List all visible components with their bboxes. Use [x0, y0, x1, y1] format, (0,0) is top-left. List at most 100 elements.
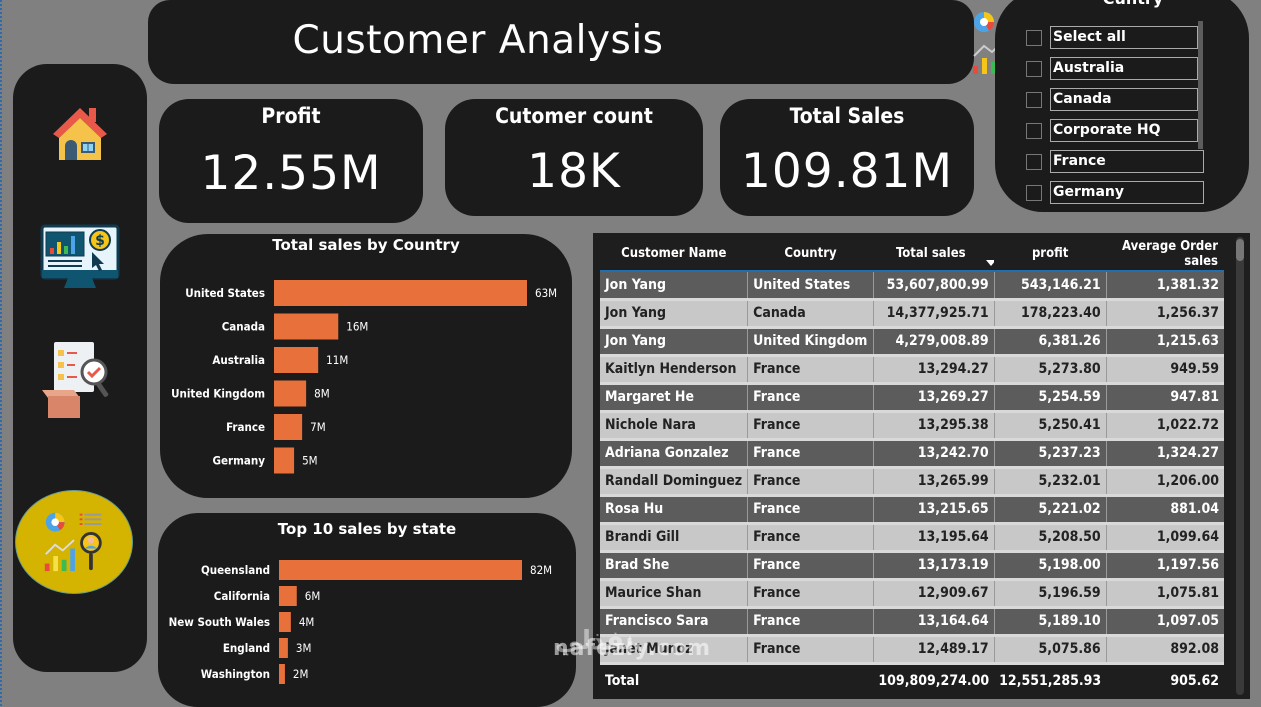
table-row[interactable]: Jon Yang Canada 14,377,925.71 178,223.40 1,2…: [600, 299, 1224, 329]
kpi-value: 109.81M: [740, 144, 953, 199]
data-label: 82M: [530, 563, 552, 577]
table-cell: Canada: [747, 299, 874, 329]
active-indicator: [15, 490, 133, 594]
table-cell: Jon Yang: [600, 327, 749, 357]
table-cell: France: [747, 411, 874, 441]
table-cell: 5,208.50: [994, 523, 1107, 553]
bar[interactable]: [279, 612, 291, 632]
bar[interactable]: [279, 664, 285, 684]
checkbox[interactable]: [1026, 122, 1042, 139]
table-cell: France: [747, 467, 874, 497]
watermark-text: nafezly.com: [553, 636, 712, 661]
table-row[interactable]: Janet Munoz France 12,489.17 5,075.86 892.08: [600, 635, 1224, 665]
table-cell: 13,215.65: [873, 495, 995, 525]
watermark-logo: نفذلي: [555, 626, 635, 656]
table-cell: 6,381.26: [994, 327, 1107, 357]
country-slicer: Cuntry Select all Australia Canada Corporat…: [995, 0, 1249, 212]
table-row[interactable]: Jon Yang United States 53,607,800.99 543,14…: [600, 271, 1224, 301]
checkbox[interactable]: [1026, 153, 1042, 170]
category-label: Queensland: [201, 563, 270, 577]
chart-title: Total sales by Country: [272, 236, 460, 254]
category-label: Canada: [222, 320, 265, 334]
title-card: Customer Analysis: [148, 0, 1034, 84]
slicer-option[interactable]: Germany: [1026, 181, 1204, 204]
table-row[interactable]: Brad She France 13,173.19 5,198.00 1,197.56: [600, 551, 1224, 581]
table-row[interactable]: Maurice Shan France 12,909.67 5,196.59 1,075…: [600, 579, 1224, 609]
table-cell: 543,146.21: [994, 271, 1107, 301]
bar[interactable]: [274, 380, 307, 407]
table-scrollbar[interactable]: [1236, 237, 1244, 695]
slicer-option[interactable]: Select all: [1026, 26, 1198, 49]
slicer-option-label: Corporate HQ: [1050, 119, 1198, 142]
column-header-total-sales[interactable]: Total sales: [873, 237, 997, 272]
data-table: Customer Name Country Total sales profit…: [600, 237, 1224, 697]
kpi-label: Profit: [261, 104, 321, 128]
checkbox[interactable]: [1026, 91, 1042, 108]
column-header-country[interactable]: Country: [747, 237, 874, 272]
table-cell: France: [747, 355, 874, 385]
table-cell: 13,294.27: [873, 355, 995, 385]
kpi-card-customer-count: Cutomer count 18K: [445, 99, 703, 216]
nav-sales[interactable]: $: [13, 222, 147, 298]
chart-sales-by-country: Total sales by Country United States 63M C…: [160, 234, 572, 498]
slicer-option[interactable]: Canada: [1026, 88, 1198, 111]
slicer-option[interactable]: Corporate HQ: [1026, 119, 1198, 142]
svg-text:$: $: [95, 233, 105, 249]
bar[interactable]: [279, 586, 297, 606]
table-cell: 1,022.72: [1106, 411, 1224, 441]
nav-products[interactable]: [13, 342, 147, 424]
column-header-customer-name[interactable]: Customer Name: [600, 237, 748, 272]
bar[interactable]: [274, 313, 339, 340]
total-cell: 109,809,274.00: [873, 662, 995, 697]
table-cell: 13,269.27: [873, 383, 995, 413]
table-cell: 947.81: [1106, 383, 1224, 413]
table-row[interactable]: Brandi Gill France 13,195.64 5,208.50 1,099.…: [600, 523, 1224, 553]
table-row[interactable]: Randall Dominguez France 13,265.99 5,232.01…: [600, 467, 1224, 497]
slicer-scrollbar[interactable]: [1198, 21, 1203, 149]
table-cell: 1,075.81: [1106, 579, 1224, 609]
column-header-average-order-sales[interactable]: Average Order sales: [1106, 237, 1224, 272]
table-cell: France: [747, 607, 874, 637]
scrollbar-thumb[interactable]: [1236, 239, 1244, 261]
checkbox[interactable]: [1026, 60, 1042, 77]
table-cell: Maurice Shan: [600, 579, 749, 609]
table-cell: 53,607,800.99: [873, 271, 995, 301]
nav-customers-active[interactable]: [13, 490, 147, 596]
slicer-option[interactable]: France: [1026, 150, 1204, 173]
data-label: 2M: [293, 667, 309, 681]
table-row[interactable]: Margaret He France 13,269.27 5,254.59 947.81: [600, 383, 1224, 413]
table-row[interactable]: Kaitlyn Henderson France 13,294.27 5,273.80…: [600, 355, 1224, 385]
table-row[interactable]: Jon Yang United Kingdom 4,279,008.89 6,381.…: [600, 327, 1224, 357]
table-cell: 5,198.00: [994, 551, 1107, 581]
table-row[interactable]: Nichole Nara France 13,295.38 5,250.41 1,022…: [600, 411, 1224, 441]
slicer-option[interactable]: Australia: [1026, 57, 1198, 80]
table-row[interactable]: Adriana Gonzalez France 13,242.70 5,237.23 1…: [600, 439, 1224, 469]
table-cell: 1,206.00: [1106, 467, 1224, 497]
bar[interactable]: [279, 560, 522, 580]
total-cell: [747, 662, 874, 697]
table-cell: 1,099.64: [1106, 523, 1224, 553]
checkbox[interactable]: [1026, 29, 1042, 46]
data-label: 5M: [302, 454, 318, 468]
column-header-profit[interactable]: profit: [994, 237, 1107, 272]
table-row[interactable]: Rosa Hu France 13,215.65 5,221.02 881.04: [600, 495, 1224, 525]
category-label: United States: [185, 286, 265, 300]
table-cell: 5,189.10: [994, 607, 1107, 637]
table-cell: 1,197.56: [1106, 551, 1224, 581]
inventory-checklist-icon: [40, 340, 120, 426]
bar[interactable]: [279, 638, 288, 658]
table-row[interactable]: Francisco Sara France 13,164.64 5,189.10 1,0…: [600, 607, 1224, 637]
bar[interactable]: [274, 347, 319, 373]
data-label: 8M: [314, 387, 330, 401]
table-cell: 5,254.59: [994, 383, 1107, 413]
data-label: 7M: [310, 420, 326, 434]
column-header-label: Total sales: [895, 246, 966, 261]
kpi-label: Cutomer count: [495, 104, 653, 128]
nav-home[interactable]: [13, 100, 147, 170]
table-cell: United States: [747, 271, 874, 301]
table-cell: 5,075.86: [994, 635, 1107, 665]
bar[interactable]: [274, 447, 295, 474]
bar[interactable]: [274, 414, 303, 440]
bar[interactable]: [274, 280, 527, 306]
checkbox[interactable]: [1026, 184, 1042, 201]
